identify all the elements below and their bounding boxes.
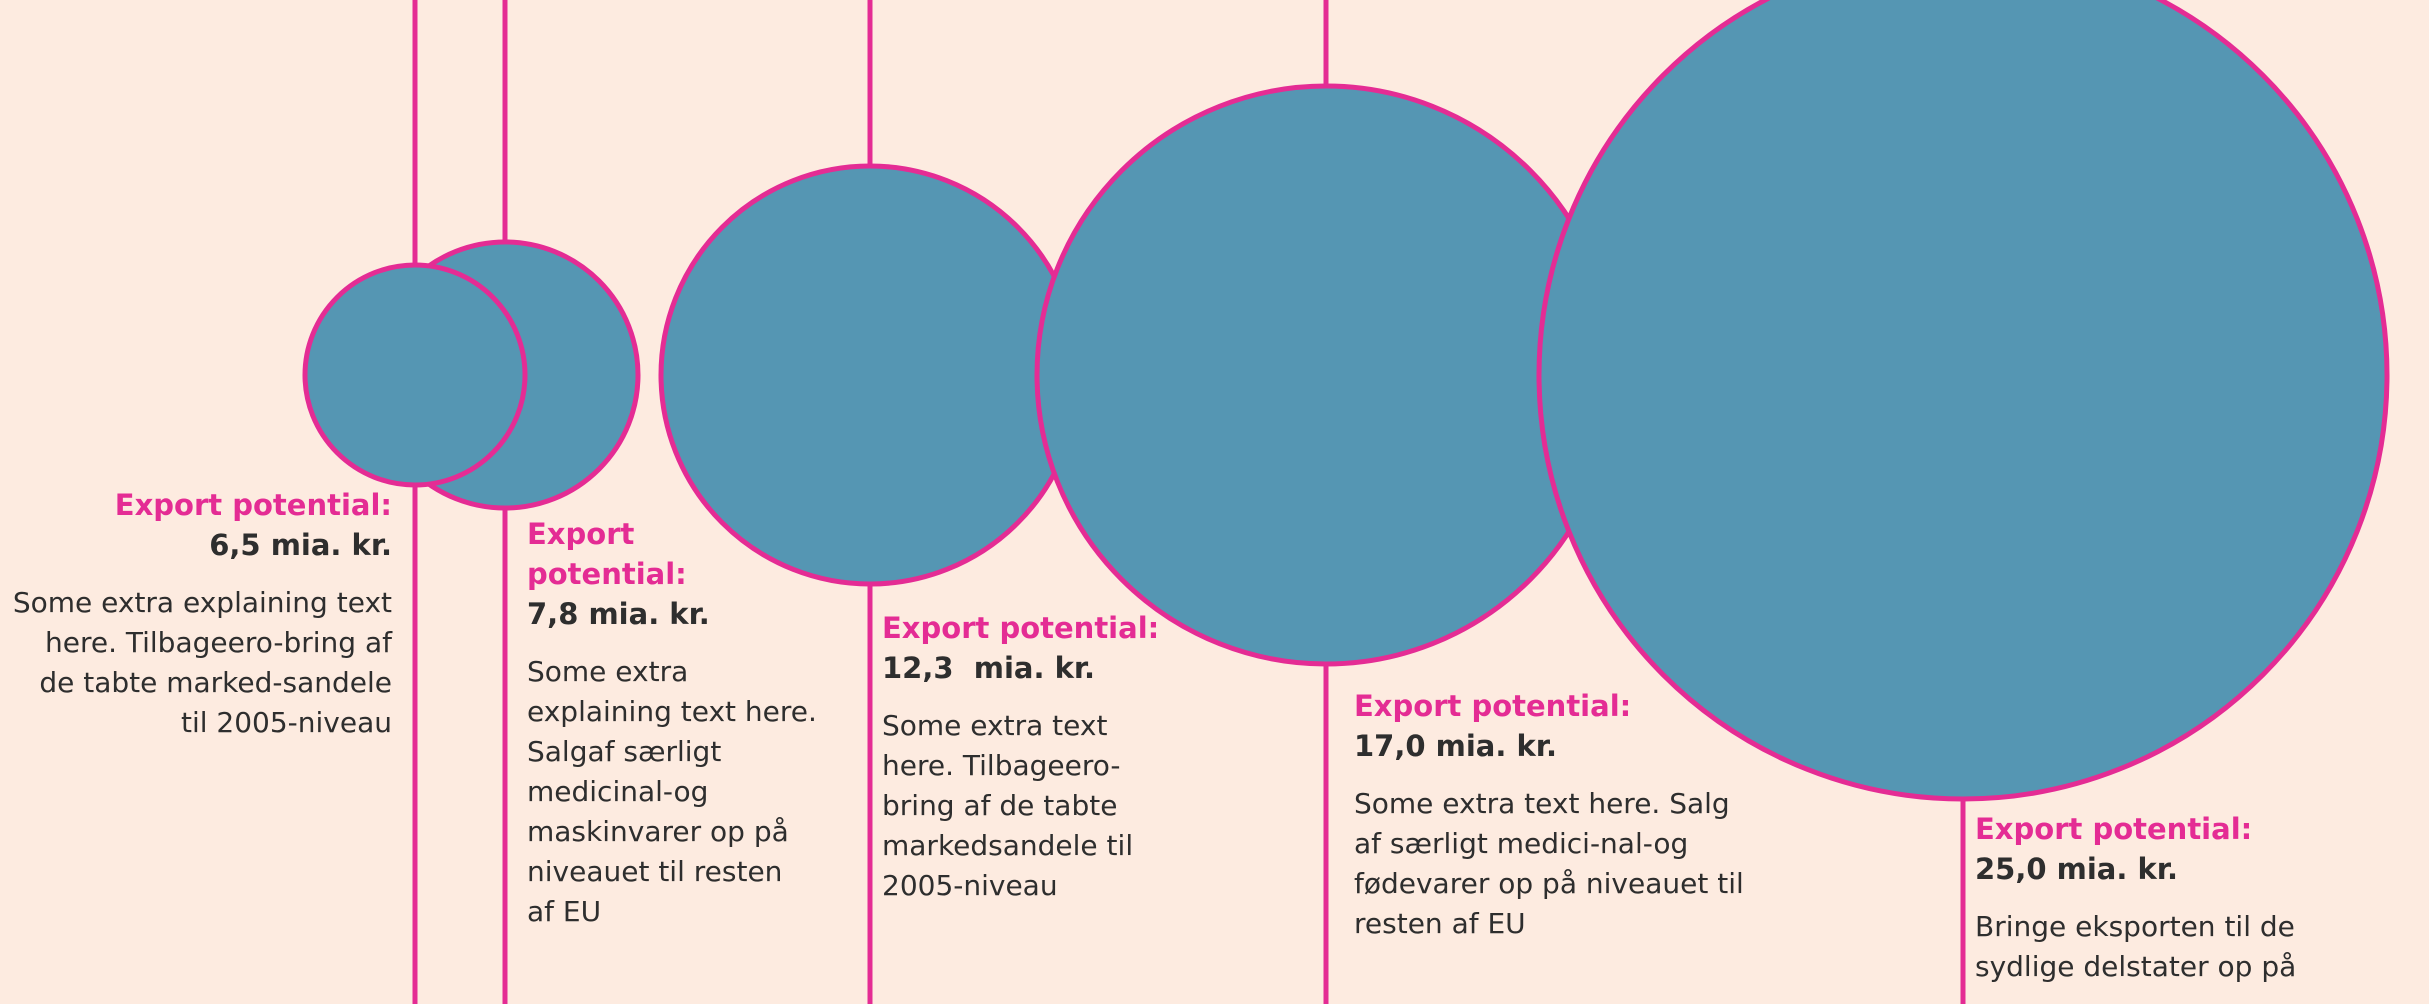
label-title: Export potential: — [1354, 689, 1632, 723]
label-description: Some extra text here. Tilbageero-bring a… — [882, 709, 1134, 902]
label-title: Export potential: — [527, 517, 687, 591]
label-value: 12,3 mia. kr. — [882, 651, 1096, 685]
bubble-4 — [1034, 83, 1618, 667]
label-item-3: Export potential: 12,3 mia. kr. Some ext… — [882, 608, 1172, 906]
label-title: Export potential: — [882, 611, 1160, 645]
label-title: Export potential: — [1975, 812, 2253, 846]
label-description: Bringe eksporten til de sydlige delstate… — [1975, 910, 2297, 983]
label-description: Some extra explaining text here. Tilbage… — [12, 586, 392, 739]
label-item-4: Export potential: 17,0 mia. kr. Some ext… — [1354, 686, 1754, 944]
bubble-1 — [302, 262, 528, 488]
label-item-1: Export potential: 6,5 mia. kr. Some extr… — [10, 485, 392, 743]
label-value: 7,8 mia. kr. — [527, 597, 710, 631]
label-value: 6,5 mia. kr. — [209, 528, 392, 562]
bubble-5 — [1536, 0, 2390, 802]
label-description: Some extra explaining text here. Salgaf … — [527, 655, 817, 928]
label-title: Export potential: — [114, 488, 392, 522]
label-value: 25,0 mia. kr. — [1975, 852, 2178, 886]
label-item-5: Export potential: 25,0 mia. kr. Bringe e… — [1975, 809, 2375, 987]
label-description: Some extra text here. Salg af særligt me… — [1354, 787, 1744, 940]
label-item-2: Export potential: 7,8 mia. kr. Some extr… — [527, 514, 817, 932]
label-value: 17,0 mia. kr. — [1354, 729, 1557, 763]
